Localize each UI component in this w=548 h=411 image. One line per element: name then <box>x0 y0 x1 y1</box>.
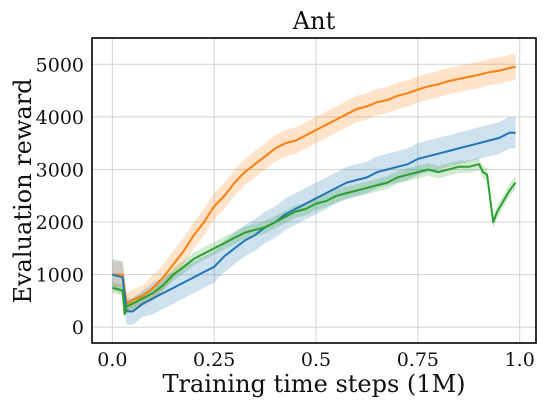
y-tick-label: 2000 <box>36 212 84 234</box>
x-tick-label: 0.0 <box>97 349 127 371</box>
x-tick-label: 1.0 <box>505 349 535 371</box>
y-axis-label: Evaluation reward <box>9 78 37 303</box>
series-line <box>112 163 517 316</box>
series-line <box>112 65 516 305</box>
x-axis-label: Training time steps (1M) <box>163 370 466 398</box>
x-tick-label: 0.75 <box>397 349 439 371</box>
y-tick-label: 0 <box>72 317 84 339</box>
series-band <box>112 116 516 325</box>
y-tick-label: 5000 <box>36 54 84 76</box>
x-tick-label: 0.5 <box>301 349 331 371</box>
y-tick-label: 4000 <box>36 107 84 129</box>
chart-title: Ant <box>292 7 336 35</box>
y-tick-labels: 0 1000 2000 3000 4000 5000 <box>36 54 84 339</box>
grid <box>92 38 536 343</box>
series-line <box>112 131 516 313</box>
series-lines <box>112 65 517 316</box>
y-tick-label: 1000 <box>36 265 84 287</box>
x-tick-label: 0.25 <box>193 349 235 371</box>
y-tick-label: 3000 <box>36 159 84 181</box>
x-tick-labels: 0.0 0.25 0.5 0.75 1.0 <box>97 349 535 371</box>
plot-frame <box>91 37 537 344</box>
